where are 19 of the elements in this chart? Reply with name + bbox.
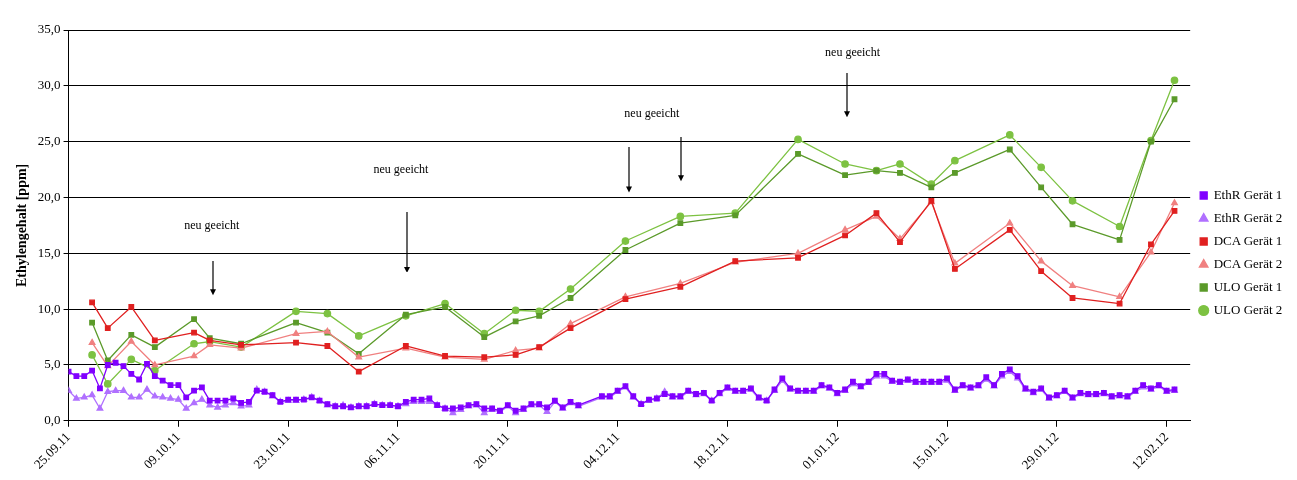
- legend-label: EthR Gerät 1: [1213, 186, 1283, 202]
- y-axis-title: Ethylengehalt [ppm]: [14, 163, 30, 288]
- y-tick-label: 10,0: [37, 300, 61, 316]
- legend-label: DCA Gerät 1: [1213, 232, 1283, 248]
- annotation: neu geeicht: [373, 161, 430, 176]
- annotation: neu geeicht: [624, 106, 680, 121]
- legend-label: ULO Gerät 2: [1213, 301, 1283, 317]
- legend-label: DCA Gerät 2: [1213, 255, 1283, 271]
- y-tick-label: 15,0: [37, 244, 61, 260]
- annotation: neu geeicht: [825, 45, 881, 60]
- y-tick-label: 0,0: [44, 412, 61, 428]
- y-tick-label: 30,0: [37, 77, 61, 93]
- y-tick-label: 25,0: [37, 133, 61, 149]
- y-tick-label: 5,0: [44, 356, 61, 372]
- legend-label: ULO Gerät 1: [1213, 278, 1283, 294]
- legend-label: EthR Gerät 2: [1213, 209, 1283, 225]
- y-tick-label: 20,0: [37, 188, 61, 204]
- y-tick-label: 35,0: [37, 21, 61, 37]
- annotation: neu geeicht: [184, 218, 240, 233]
